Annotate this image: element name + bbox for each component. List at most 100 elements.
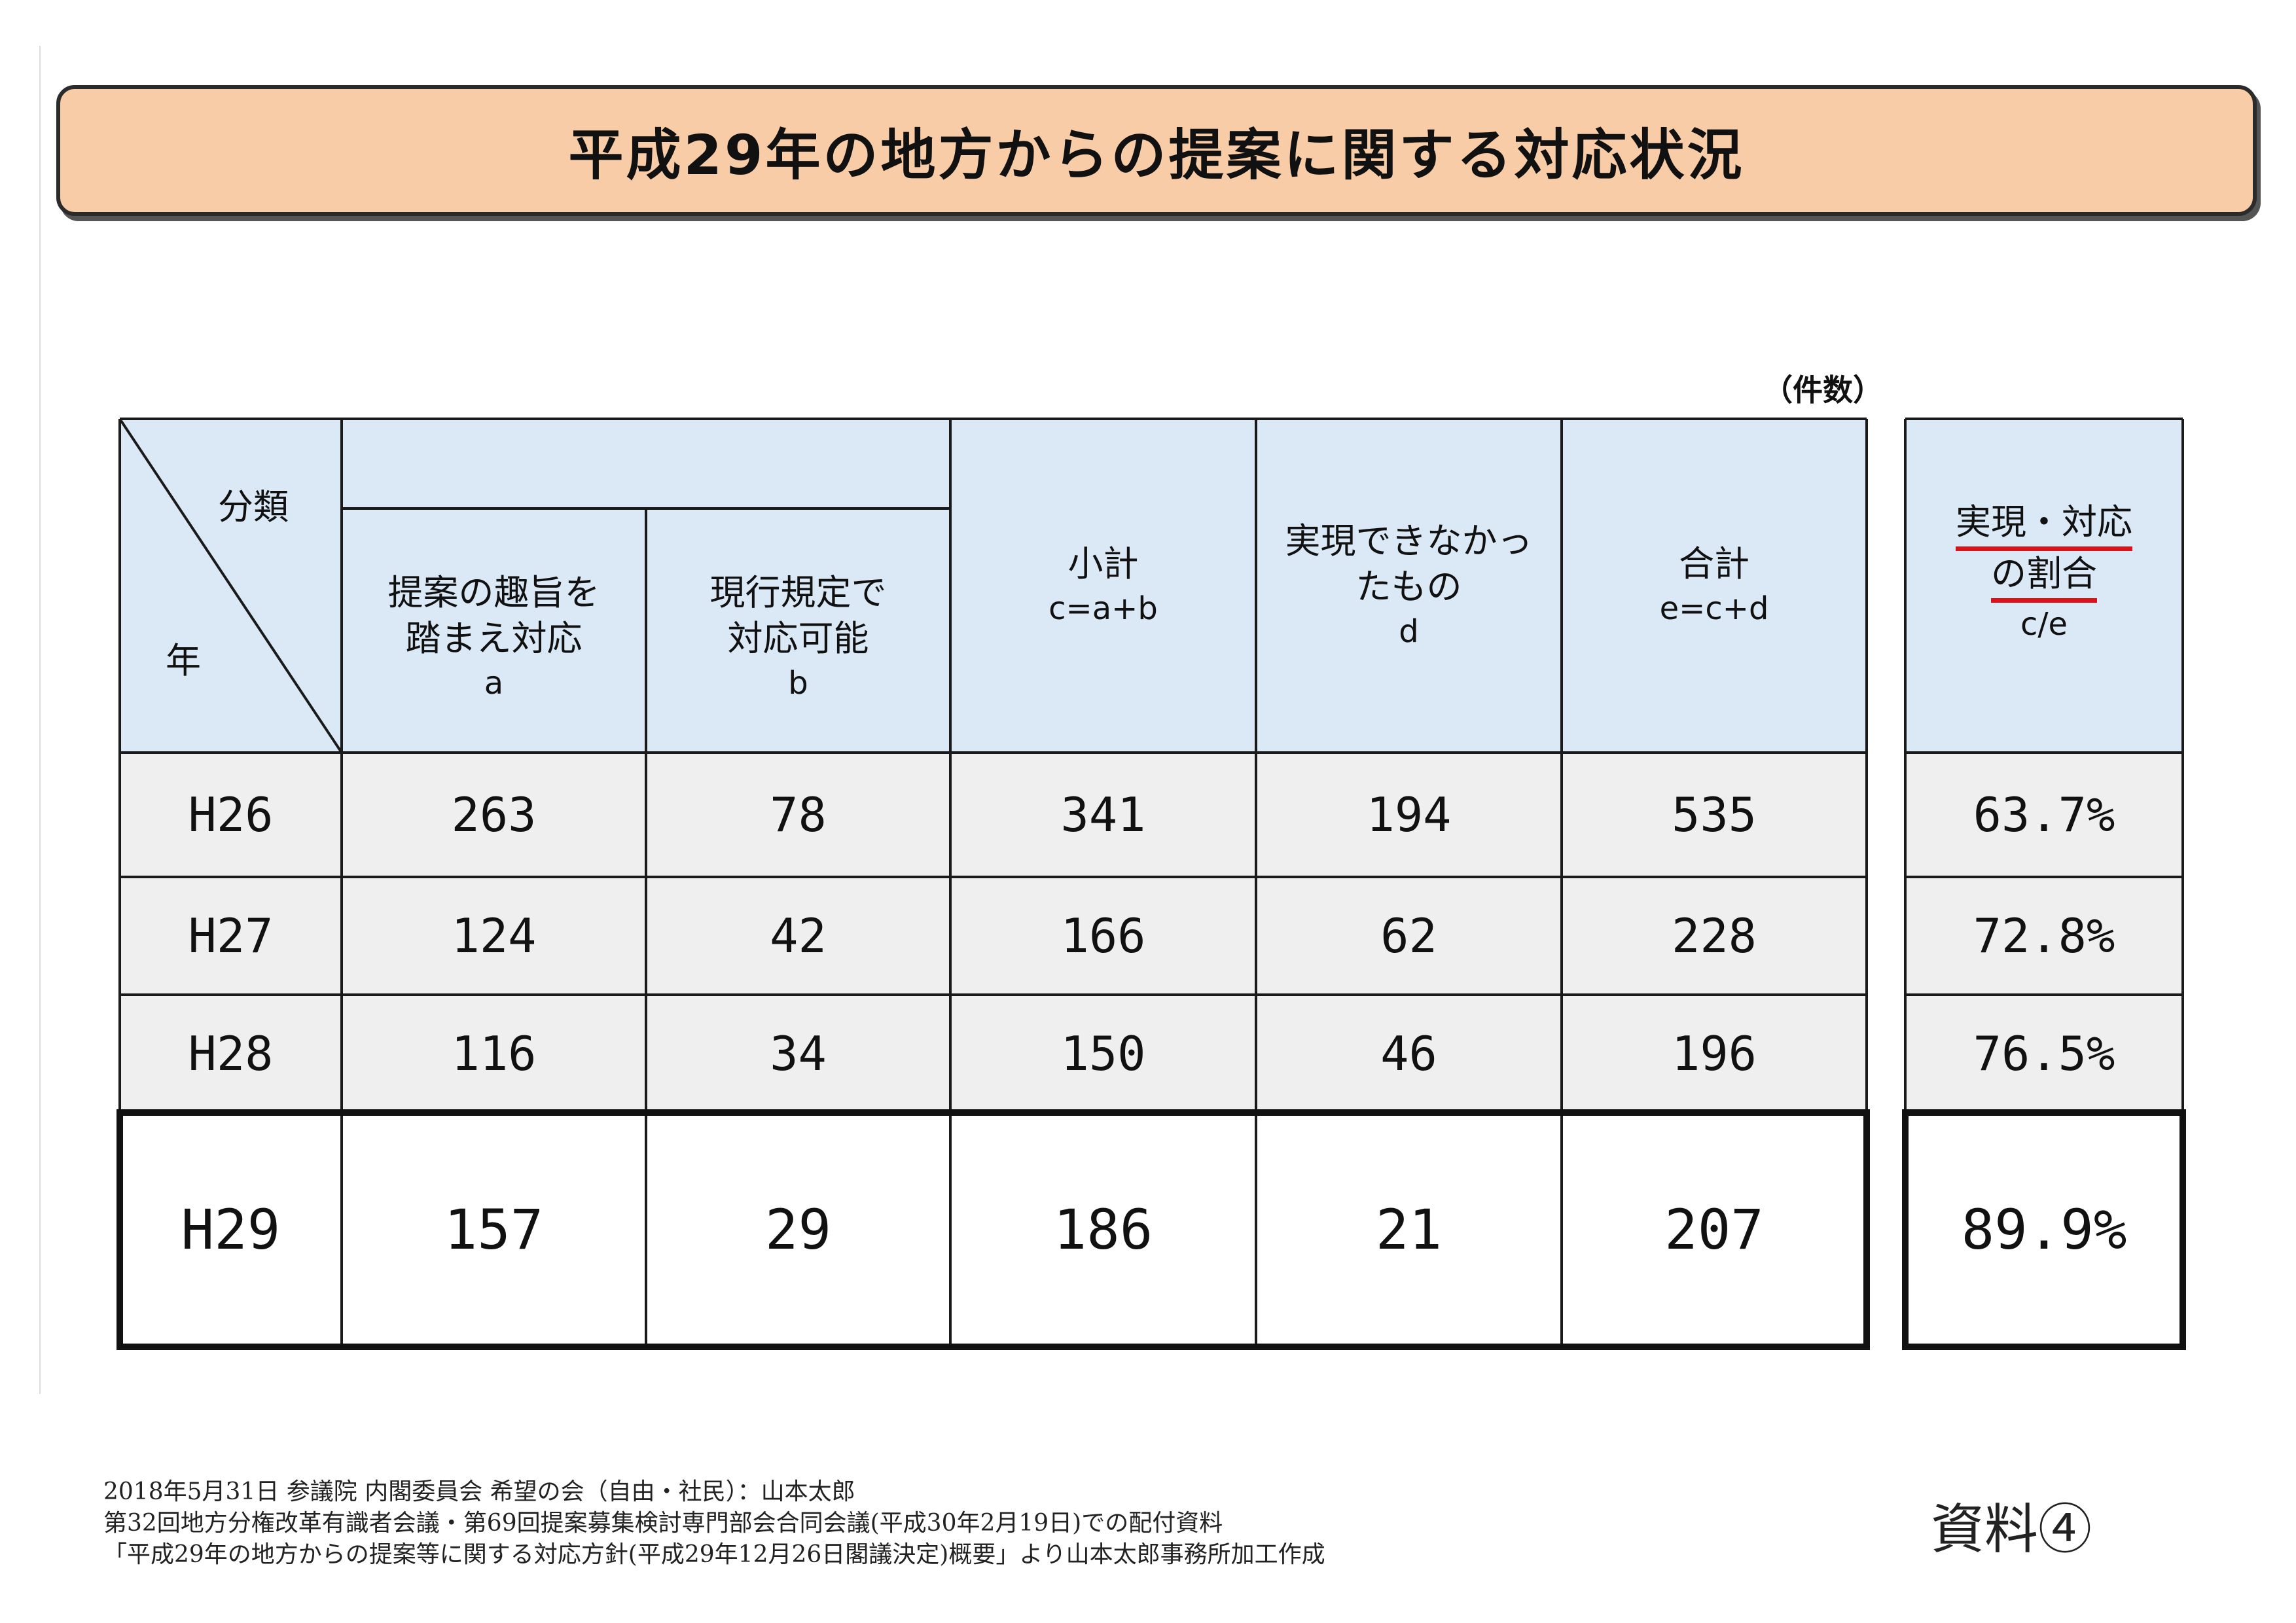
- unit-label: （件数）: [1763, 372, 1883, 408]
- column-header-label: 実現できなかっ たもの: [1285, 520, 1533, 607]
- table-rule: [645, 753, 647, 1347]
- table-rule: [1560, 419, 1563, 1347]
- column-header-e: 合計 e=c+d: [1562, 419, 1867, 753]
- value-cell-c: 186: [950, 1113, 1256, 1347]
- value-d: 62: [1380, 908, 1437, 963]
- column-header-ratio: 実現・対応 の割合 c/e: [1905, 419, 2183, 753]
- table-rule: [1904, 419, 1907, 1347]
- row-year-cell: H28: [120, 995, 342, 1113]
- h29-ratio-highlight-frame: [1902, 1109, 2186, 1350]
- value-cell-b: 34: [646, 995, 950, 1113]
- corner-diagonal: [120, 419, 342, 753]
- value-ratio: 63.7%: [1973, 787, 2115, 842]
- table-rule: [1905, 876, 2183, 878]
- row-year-cell: H27: [120, 877, 342, 995]
- footer-line-1: 2018年5月31日 参議院 内閣委員会 希望の会（自由・社民）：山本太郎: [103, 1478, 855, 1505]
- value-cell-a: 263: [342, 753, 646, 877]
- value-cell-c: 150: [950, 995, 1256, 1113]
- row-year-cell: H26: [120, 753, 342, 877]
- value-cell-c: 341: [950, 753, 1256, 877]
- value-a: 124: [451, 908, 537, 963]
- value-c: 150: [1060, 1026, 1146, 1081]
- column-header-label: 現行規定で 対応可能: [709, 571, 887, 659]
- value-e: 207: [1664, 1198, 1764, 1262]
- row-year: H27: [188, 908, 274, 963]
- column-header-formula: c=a+b: [1049, 590, 1158, 627]
- footer-line-3: 「平成29年の地方からの提案等に関する対応方針(平成29年12月26日閣議決定)…: [103, 1541, 1325, 1568]
- value-cell-b: 42: [646, 877, 950, 995]
- corner-cell: 分類年: [120, 419, 342, 753]
- value-cell-a: 124: [342, 877, 646, 995]
- value-cell-b: 78: [646, 753, 950, 877]
- table-rule: [342, 507, 950, 510]
- h29-highlight-frame: [117, 1109, 1870, 1350]
- value-cell-d: 21: [1256, 1113, 1562, 1347]
- value-a: 116: [451, 1026, 537, 1081]
- column-header-b: 現行規定で 対応可能 b: [646, 508, 950, 753]
- row-year-cell: H29: [120, 1113, 342, 1347]
- ratio-label-line1: 実現・対応: [1956, 499, 2132, 551]
- value-b: 34: [770, 1026, 827, 1081]
- document-label: 資料④: [1931, 1499, 2092, 1561]
- table-rule: [120, 418, 1867, 420]
- diagonal-line: [120, 419, 342, 753]
- ratio-cell: 76.5%: [1905, 995, 2183, 1113]
- page-title: 平成29年の地方からの提案に関する対応状況: [568, 122, 1745, 187]
- column-header-c: 小計 c=a+b: [950, 419, 1256, 753]
- column-header-formula: d: [1399, 613, 1419, 650]
- value-cell-e: 196: [1562, 995, 1867, 1113]
- value-e: 535: [1671, 787, 1757, 842]
- table-rule: [1905, 751, 2183, 754]
- table-rule: [120, 876, 1867, 878]
- column-header-formula: b: [788, 664, 808, 702]
- footer-notes: 2018年5月31日 参議院 内閣委員会 希望の会（自由・社民）：山本太郎 第3…: [103, 1476, 1325, 1571]
- table-rule: [120, 993, 1867, 996]
- value-cell-a: 157: [342, 1113, 646, 1347]
- corner-label-category: 分類: [218, 486, 289, 527]
- value-a: 157: [444, 1198, 544, 1262]
- value-cell-d: 194: [1256, 753, 1562, 877]
- table-rule: [1255, 419, 1257, 1347]
- value-cell-e: 228: [1562, 877, 1867, 995]
- value-cell-d: 46: [1256, 995, 1562, 1113]
- value-c: 166: [1060, 908, 1146, 963]
- value-cell-d: 62: [1256, 877, 1562, 995]
- table-rule: [1905, 993, 2183, 996]
- row-year: H26: [188, 787, 274, 842]
- title-banner: 平成29年の地方からの提案に関する対応状況: [56, 85, 2257, 216]
- value-ratio: 89.9%: [1961, 1198, 2127, 1262]
- value-e: 228: [1671, 908, 1757, 963]
- ratio-formula: c/e: [2020, 606, 2068, 643]
- column-header-d: 実現できなかっ たもの d: [1256, 419, 1562, 753]
- value-cell-e: 207: [1562, 1113, 1867, 1347]
- ratio-cell: 89.9%: [1905, 1113, 2183, 1347]
- value-a: 263: [451, 787, 537, 842]
- column-header-a: 提案の趣旨を 踏まえ対応 a: [342, 508, 646, 753]
- page-margin-line: [39, 46, 41, 1394]
- value-cell-a: 116: [342, 995, 646, 1113]
- value-d: 194: [1366, 787, 1452, 842]
- table-rule: [120, 751, 1867, 754]
- table-rule: [1865, 419, 1868, 1347]
- footer-line-2: 第32回地方分権改革有識者会議・第69回提案募集検討専門部会合同会議(平成30年…: [103, 1510, 1223, 1537]
- value-cell-c: 166: [950, 877, 1256, 995]
- table-rule: [118, 419, 121, 1347]
- value-c: 341: [1060, 787, 1146, 842]
- value-ratio: 76.5%: [1973, 1026, 2115, 1081]
- column-header-formula: e=c+d: [1659, 590, 1769, 627]
- corner-label-year: 年: [166, 640, 201, 681]
- column-header-label: 小計: [1067, 543, 1139, 584]
- value-d: 21: [1375, 1198, 1443, 1262]
- value-c: 186: [1053, 1198, 1153, 1262]
- ratio-cell: 72.8%: [1905, 877, 2183, 995]
- ratio-label-line2: の割合: [1991, 551, 2097, 603]
- column-header-label: 提案の趣旨を 踏まえ対応: [387, 571, 600, 659]
- row-year: H28: [188, 1026, 274, 1081]
- column-header-label: 合計: [1679, 543, 1749, 584]
- value-cell-b: 29: [646, 1113, 950, 1347]
- value-b: 29: [764, 1198, 832, 1262]
- value-b: 78: [770, 787, 827, 842]
- row-year: H29: [181, 1198, 281, 1262]
- value-b: 42: [770, 908, 827, 963]
- value-d: 46: [1380, 1026, 1437, 1081]
